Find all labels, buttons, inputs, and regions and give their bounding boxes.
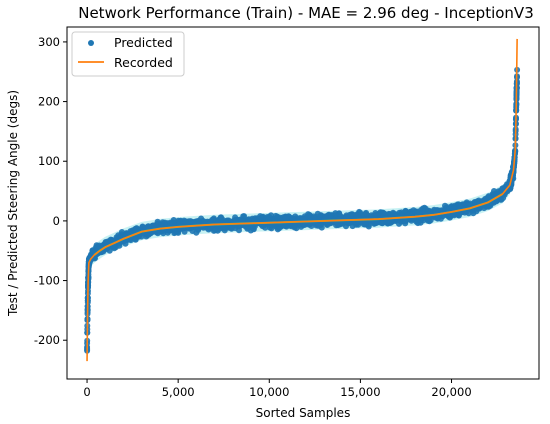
predicted-point [485,194,491,201]
predicted-point [418,217,424,224]
predicted-point [327,212,334,219]
legend-predicted-label: Predicted [114,35,173,50]
recorded-line [86,38,518,362]
predicted-point [228,225,235,232]
y-tick-label: 100 [38,154,60,168]
y-tick-label: 200 [38,95,60,109]
predicted-point [142,224,149,231]
x-tick-label: 5,000 [162,385,195,399]
predicted-point [470,210,477,217]
predicted-point [272,212,279,219]
legend-box [71,31,185,77]
predicted-point [286,222,293,229]
y-tick-label: 300 [38,35,60,49]
legend: Predicted Recorded [71,31,185,77]
predicted-point [396,220,402,227]
predicted-point [230,217,237,224]
predicted-point [161,219,168,226]
predicted-point [322,213,329,220]
predicted-point [182,218,189,225]
predicted-point [274,226,281,233]
predicted-point [292,221,298,228]
predicted-point [289,215,296,222]
predicted-point [127,237,134,244]
legend-predicted-marker [88,40,94,46]
predicted-point [315,222,322,229]
predicted-point [282,215,289,222]
predicted-point [187,218,194,225]
predicted-point [167,219,174,226]
y-tick-label: -100 [34,274,60,288]
predicted-point [424,217,431,224]
predicted-point [132,225,139,232]
y-axis-label: Test / Predicted Steering Angle (degs) [6,90,20,317]
x-tick-label: 0 [83,385,90,399]
predicted-point [467,202,474,209]
x-tick-label: 15,000 [340,385,380,399]
x-axis: 0 5,000 10,000 15,000 20,000 [83,379,472,399]
predicted-point [201,218,208,225]
predicted-point [360,221,367,228]
predicted-point [419,208,426,214]
predicted-point [154,218,161,225]
plot-layer [84,38,521,362]
legend-recorded-label: Recorded [114,55,173,70]
y-tick-label: 0 [53,214,60,228]
x-tick-label: 10,000 [249,385,289,399]
x-tick-label: 20,000 [431,385,471,399]
predicted-point [244,225,251,232]
predicted-point [212,227,219,234]
plot-frame [66,26,540,380]
y-tick-label: -200 [34,333,60,347]
x-axis-label: Sorted Samples [256,406,351,420]
predicted-point [135,233,142,240]
predicted-point [257,213,264,220]
y-axis: -200 -100 0 100 200 300 [34,35,67,347]
chart-title: Network Performance (Train) - MAE = 2.96… [78,4,534,22]
predicted-point [380,209,387,216]
